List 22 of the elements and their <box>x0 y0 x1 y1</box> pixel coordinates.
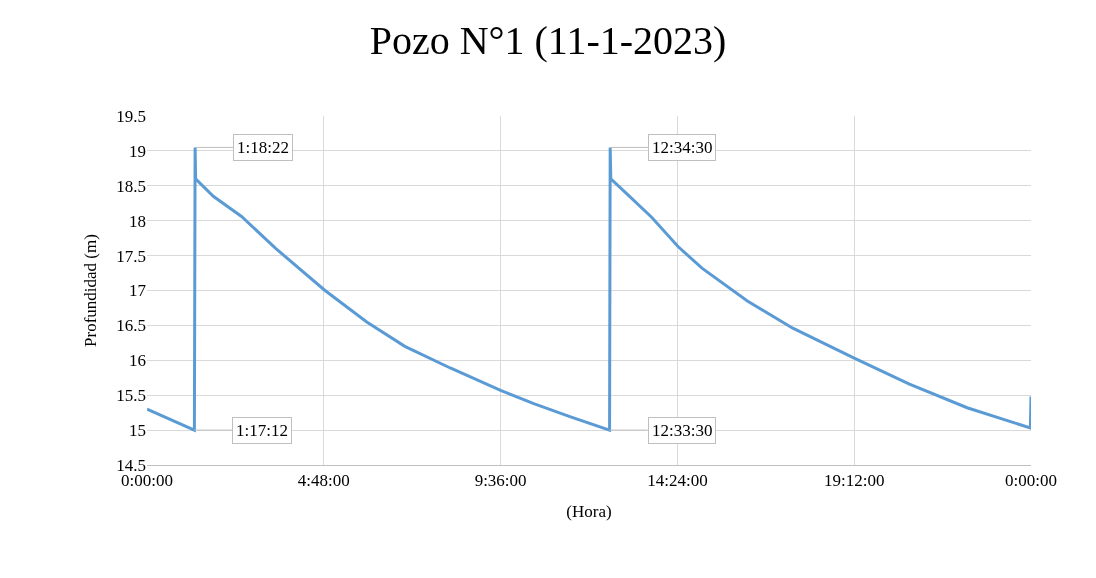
y-tick-label: 15 <box>129 421 146 441</box>
y-tick-label: 16 <box>129 351 146 371</box>
x-axis-title: (Hora) <box>566 501 612 521</box>
y-tick-label: 18 <box>129 211 146 231</box>
chart-title: Pozo N°1 (11-1-2023) <box>369 18 727 64</box>
annotation: 12:34:30 <box>652 138 713 157</box>
annotation: 1:18:22 <box>237 138 289 157</box>
x-tick-label: 9:36:00 <box>474 471 527 491</box>
annotation: 1:17:12 <box>236 421 288 440</box>
y-tick-label: 17 <box>129 281 147 301</box>
x-tick-label: 4:48:00 <box>297 471 350 491</box>
y-tick-label: 19 <box>129 141 146 161</box>
y-tick-label: 18.5 <box>116 176 146 196</box>
y-axis-title: Profundidad (m) <box>80 234 100 347</box>
y-tick-label: 16.5 <box>116 316 146 336</box>
annotation: 12:33:30 <box>652 421 713 440</box>
y-tick-label: 15.5 <box>116 386 146 406</box>
y-tick-label: 19.5 <box>116 106 146 126</box>
x-tick-label: 0:00:00 <box>1005 471 1057 491</box>
x-tick-label: 14:24:00 <box>647 471 708 491</box>
x-tick-label: 19:12:00 <box>823 471 885 491</box>
y-tick-label: 17.5 <box>116 246 146 266</box>
